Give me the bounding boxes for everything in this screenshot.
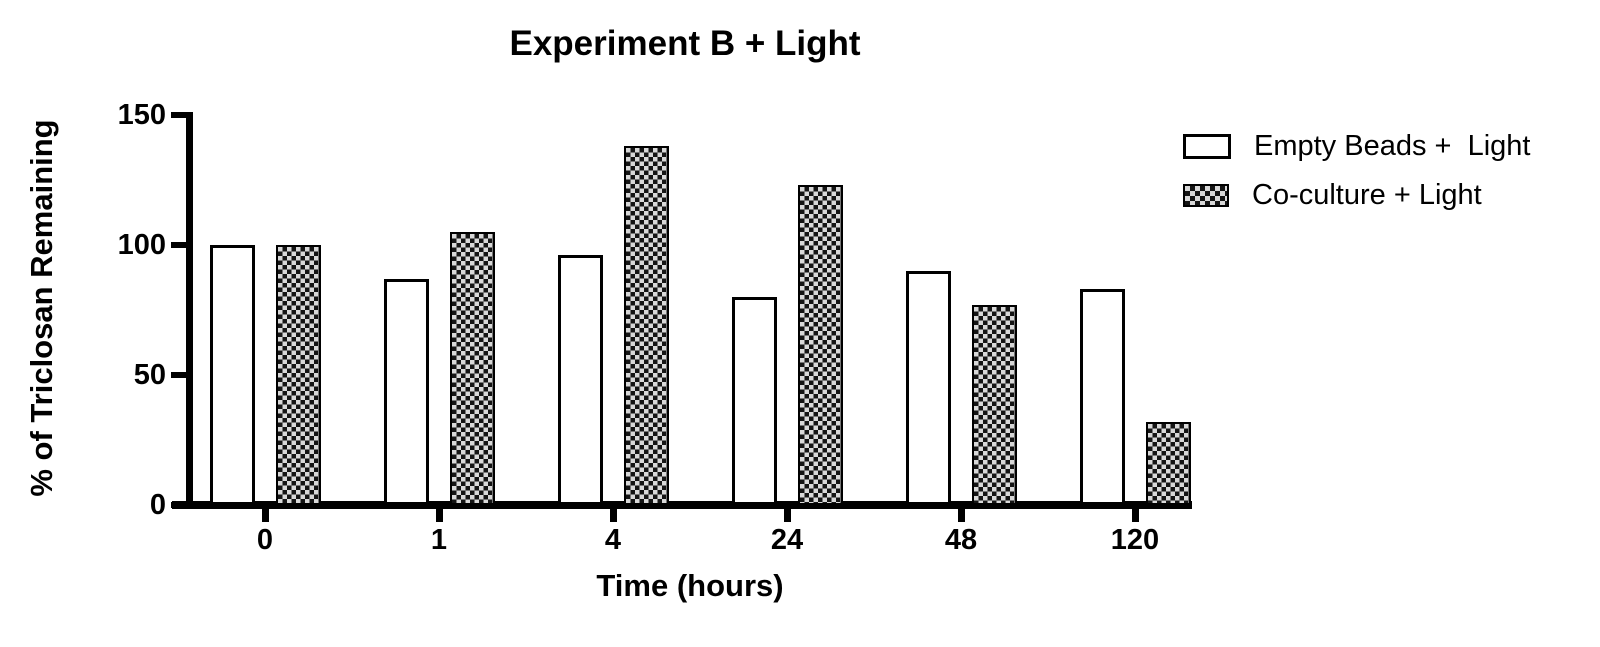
bar-empty-beads-48h: [905, 271, 951, 505]
x-axis-title: Time (hours): [596, 568, 784, 603]
bar-empty-beads-0h: [209, 245, 255, 505]
bar-co-culture-1h: [449, 232, 495, 505]
y-axis-line: [186, 112, 193, 509]
y-tick-label-150: 150: [117, 99, 166, 131]
x-tick-label-24: 24: [770, 524, 804, 556]
x-axis-tick-48: [957, 509, 965, 522]
bar-co-culture-4h: [623, 146, 669, 505]
y-axis-tick-0: [171, 502, 186, 508]
y-tick-label-100: 100: [117, 229, 166, 261]
legend: Empty Beads + Light Co-culture + Light: [1183, 130, 1530, 228]
y-tick-label-0: 0: [149, 489, 166, 521]
legend-item-co-culture: Co-culture + Light: [1183, 179, 1530, 212]
bar-empty-beads-4h: [557, 255, 603, 505]
bar-empty-beads-120h: [1079, 289, 1125, 505]
legend-label-co-culture: Co-culture + Light: [1252, 179, 1482, 211]
bar-co-culture-24h: [797, 185, 843, 505]
legend-swatch-co-culture: [1183, 184, 1229, 207]
legend-item-empty-beads: Empty Beads + Light: [1183, 130, 1530, 163]
x-axis-tick-120: [1131, 509, 1139, 522]
x-tick-label-1: 1: [430, 524, 448, 556]
y-axis-tick-50: [171, 372, 186, 378]
bar-empty-beads-1h: [383, 278, 429, 505]
x-tick-label-120: 120: [1110, 524, 1160, 556]
x-tick-label-4: 4: [604, 524, 622, 556]
y-axis-title: % of Triclosan Remaining: [24, 119, 59, 497]
x-axis-tick-4: [609, 509, 617, 522]
x-tick-label-48: 48: [944, 524, 978, 556]
x-axis-line: [172, 501, 1192, 509]
y-tick-label-50: 50: [133, 359, 166, 391]
chart-title: Experiment B + Light: [509, 24, 861, 63]
legend-swatch-empty-beads: [1183, 134, 1231, 159]
bar-co-culture-120h: [1145, 421, 1191, 505]
x-axis-tick-0: [261, 509, 269, 522]
bar-co-culture-48h: [971, 304, 1017, 505]
x-axis-tick-1: [435, 509, 443, 522]
legend-label-empty-beads: Empty Beads + Light: [1254, 130, 1531, 162]
x-tick-label-0: 0: [256, 524, 274, 556]
y-axis-tick-100: [171, 242, 186, 248]
bar-empty-beads-24h: [731, 297, 777, 505]
y-axis-tick-150: [171, 112, 186, 118]
bar-co-culture-0h: [275, 245, 321, 505]
x-axis-tick-24: [783, 509, 791, 522]
